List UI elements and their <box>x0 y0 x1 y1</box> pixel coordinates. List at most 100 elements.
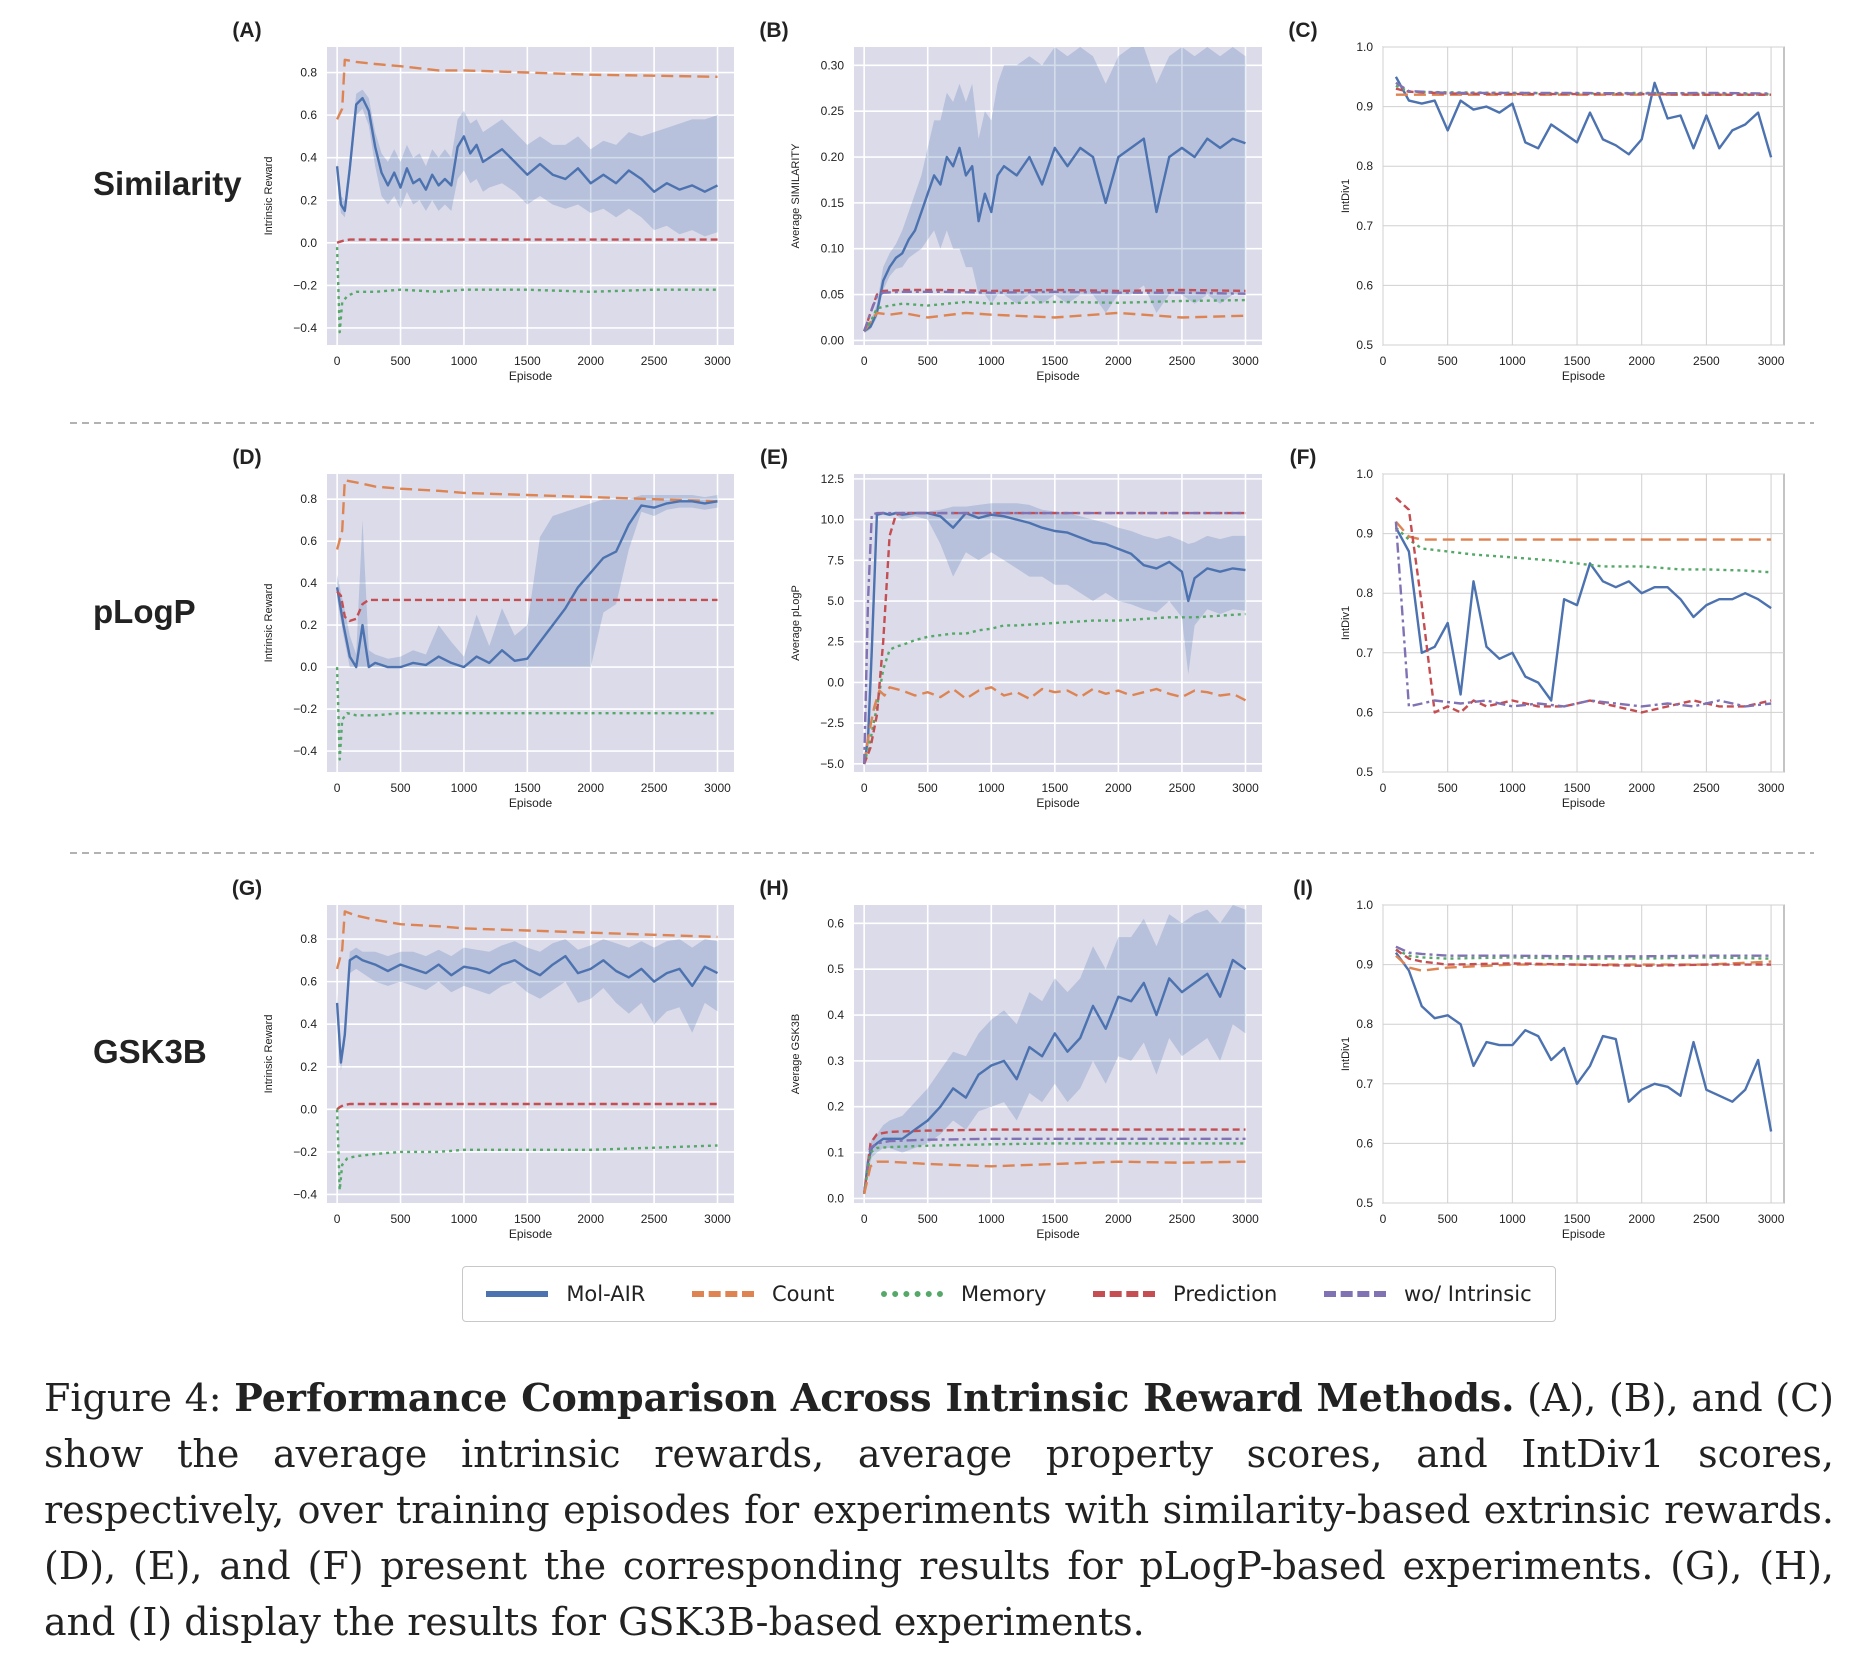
y-tick-label: 0.25 <box>821 104 845 118</box>
y-tick-label: 0.9 <box>1356 100 1373 114</box>
y-tick-label: 0.20 <box>821 150 845 164</box>
series-line-prediction <box>336 590 718 623</box>
legend-swatch <box>692 1291 755 1297</box>
x-tick-label: 2000 <box>1105 781 1132 795</box>
y-tick-label: 0.3 <box>827 1054 844 1068</box>
y-tick-label: −0.2 <box>293 278 317 292</box>
y-tick-label: 7.5 <box>827 553 844 567</box>
x-tick-label: 1500 <box>1564 1212 1591 1226</box>
x-tick-label: 2000 <box>577 1212 604 1226</box>
panel-label: (I) <box>1293 877 1313 900</box>
x-tick-label: 1500 <box>514 781 541 795</box>
x-tick-label: 1500 <box>1041 354 1068 368</box>
legend-label: Memory <box>961 1282 1047 1306</box>
y-tick-label: 0.4 <box>827 1008 844 1022</box>
x-tick-label: 500 <box>1438 1212 1458 1226</box>
x-tick-label: 3000 <box>1232 354 1259 368</box>
x-tick-label: 2500 <box>1169 781 1196 795</box>
series-line-prediction <box>863 288 1246 332</box>
x-axis-label: Episode <box>1562 1227 1606 1241</box>
x-tick-label: 0 <box>334 781 341 795</box>
y-tick-label: 0.9 <box>1356 958 1373 972</box>
y-tick-label: 0.7 <box>1356 219 1373 233</box>
series-line-mol-air <box>1394 951 1773 1132</box>
confidence-band <box>337 89 718 237</box>
y-tick-label: 0.5 <box>1356 338 1373 352</box>
x-tick-label: 1500 <box>514 354 541 368</box>
series-line-prediction <box>1395 948 1772 967</box>
y-tick-label: 0.2 <box>300 1060 317 1074</box>
x-tick-label: 2500 <box>1693 1212 1720 1226</box>
x-tick-label: 1000 <box>978 781 1005 795</box>
x-axis-label: Episode <box>1562 369 1606 383</box>
series-line-prediction <box>336 1102 718 1111</box>
y-tick-label: 0.5 <box>1356 1196 1373 1210</box>
y-tick-label: −0.2 <box>293 1145 317 1159</box>
x-axis-label: Episode <box>509 1227 553 1241</box>
y-axis-label: Intrinsic Reward <box>263 584 275 663</box>
series-line-mol-air <box>1394 76 1773 158</box>
y-tick-label: 1.0 <box>1356 40 1373 54</box>
y-axis-label: IntDiv1 <box>1340 1037 1352 1071</box>
y-tick-label: 0.0 <box>300 660 317 674</box>
y-axis-label: Intrinsic Reward <box>263 1015 275 1094</box>
x-tick-label: 3000 <box>704 354 731 368</box>
series-line-memory <box>1395 526 1772 574</box>
x-axis-label: Episode <box>1036 1227 1080 1241</box>
legend-swatch <box>1093 1291 1156 1297</box>
y-tick-label: 0.4 <box>300 151 317 165</box>
series-line-mol-air <box>863 137 1246 333</box>
legend-label: Mol-AIR <box>566 1282 646 1306</box>
figure-canvas: Similarity pLogP GSK3B 0 500 1000 1500 2000 2500… <box>70 19 1814 1241</box>
x-tick-label: 0 <box>861 354 868 368</box>
x-tick-label: 2500 <box>1169 1212 1196 1226</box>
y-tick-label: 0.6 <box>1356 705 1373 719</box>
panel-label: (D) <box>232 446 261 469</box>
y-tick-label: 0.6 <box>1356 278 1373 292</box>
y-tick-label: −0.2 <box>293 702 317 716</box>
series-line-count <box>335 910 718 970</box>
y-tick-label: 10.0 <box>821 513 845 527</box>
x-tick-label: 2500 <box>1169 354 1196 368</box>
y-tick-label: 0.8 <box>1356 586 1373 600</box>
series-line-memory <box>863 1142 1246 1194</box>
y-tick-label: 0.2 <box>827 1100 844 1114</box>
x-tick-label: 2500 <box>1693 781 1720 795</box>
x-tick-label: 0 <box>1380 1212 1387 1226</box>
y-tick-label: 0.8 <box>1356 159 1373 173</box>
y-tick-label: 0.8 <box>1356 1017 1373 1031</box>
y-axis-label: Average GSK3B <box>790 1014 802 1095</box>
x-tick-label: 0 <box>1380 354 1387 368</box>
y-tick-label: −0.4 <box>293 744 317 758</box>
x-tick-label: 2500 <box>641 781 668 795</box>
y-tick-label: 0.0 <box>827 675 844 689</box>
x-tick-label: 0 <box>1380 781 1387 795</box>
legend-swatch <box>1324 1291 1386 1297</box>
caption-text: (A), (B), and (C) show the average intri… <box>44 1376 1834 1644</box>
panel-label: (H) <box>759 877 788 900</box>
caption-figure-label: Figure 4: <box>44 1376 222 1420</box>
y-tick-label: 0.00 <box>821 333 845 347</box>
y-axis-label: IntDiv1 <box>1340 606 1352 640</box>
y-tick-label: 0.5 <box>827 962 844 976</box>
y-tick-label: 0.10 <box>821 242 845 256</box>
y-tick-label: 0.9 <box>1356 527 1373 541</box>
series-line-count <box>863 311 1246 332</box>
x-tick-label: 2500 <box>641 354 668 368</box>
series-line-memory <box>863 298 1246 332</box>
legend-label: Prediction <box>1173 1282 1278 1306</box>
x-tick-label: 1000 <box>978 354 1005 368</box>
legend-swatch <box>486 1291 549 1297</box>
y-tick-label: 0.2 <box>300 193 317 207</box>
x-tick-label: 2000 <box>577 781 604 795</box>
x-tick-label: 0 <box>334 354 341 368</box>
y-tick-label: 0.6 <box>827 916 844 930</box>
x-tick-label: 2000 <box>577 354 604 368</box>
x-tick-label: 1500 <box>1041 781 1068 795</box>
series-line-mol-air <box>335 500 718 669</box>
x-tick-label: 2000 <box>1105 354 1132 368</box>
x-tick-label: 500 <box>1438 354 1458 368</box>
x-tick-label: 2500 <box>1693 354 1720 368</box>
x-tick-label: 500 <box>391 1212 411 1226</box>
series-line-mol-air <box>863 511 1246 765</box>
